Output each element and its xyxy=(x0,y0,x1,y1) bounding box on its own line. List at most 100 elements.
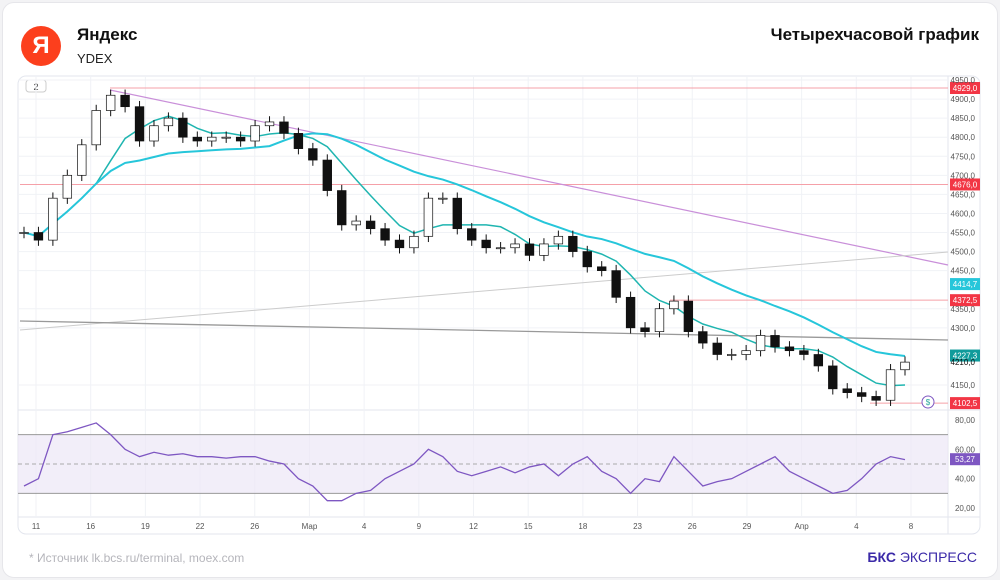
price-level-badge xyxy=(950,397,980,410)
price-tick: 4550,0 xyxy=(951,229,976,238)
candle xyxy=(625,296,636,329)
price-level-label: 4929,0 xyxy=(953,84,978,93)
candle xyxy=(683,300,694,332)
candle xyxy=(380,228,390,241)
trendline-grey xyxy=(19,320,949,341)
x-tick: Апр xyxy=(795,522,810,531)
svg-text:$: $ xyxy=(926,398,931,407)
x-tick: 15 xyxy=(524,522,533,531)
candle xyxy=(322,159,332,191)
candle xyxy=(654,308,665,332)
x-tick: 8 xyxy=(909,522,914,531)
rsi-value: 53,27 xyxy=(955,455,976,464)
candle xyxy=(192,136,202,142)
candle xyxy=(293,133,304,149)
brand-bold: БКС xyxy=(867,549,896,565)
x-tick: 4 xyxy=(362,522,367,531)
candle xyxy=(467,228,477,241)
candle xyxy=(568,235,578,252)
candle xyxy=(308,148,318,161)
candle xyxy=(856,392,867,397)
price-tick: 4950,0 xyxy=(951,76,976,85)
candle xyxy=(553,235,564,245)
candle xyxy=(495,247,506,250)
candle xyxy=(120,94,130,108)
price-tick: 4150,0 xyxy=(951,381,976,390)
price-tick: 4450,0 xyxy=(951,267,976,276)
brand-rest: ЭКСПРЕСС xyxy=(899,549,977,565)
candle xyxy=(669,300,679,310)
candle xyxy=(799,350,809,355)
rsi-tick: 60,00 xyxy=(955,445,976,454)
x-tick: Мар xyxy=(302,522,318,531)
x-tick: 29 xyxy=(742,522,751,531)
x-tick: 12 xyxy=(469,522,478,531)
candle xyxy=(828,365,838,390)
price-tick: 4600,0 xyxy=(951,209,976,218)
candle xyxy=(337,190,347,226)
price-tick: 4750,0 xyxy=(951,152,976,161)
company-name: Яндекс xyxy=(77,25,138,44)
source-note: * Источник lk.bcs.ru/terminal, moex.com xyxy=(29,551,245,565)
price-tick: 4800,0 xyxy=(951,133,976,142)
candle xyxy=(365,220,376,230)
candle xyxy=(250,125,260,142)
ma-label: 4414,7 xyxy=(953,280,978,289)
candle xyxy=(134,106,145,142)
candle xyxy=(279,121,289,134)
x-tick: 16 xyxy=(86,522,95,531)
rsi-line xyxy=(23,422,906,502)
candle xyxy=(149,125,159,142)
ma-badge xyxy=(950,278,980,291)
x-tick: 26 xyxy=(250,522,259,531)
x-tick: 23 xyxy=(633,522,642,531)
candle xyxy=(163,117,174,127)
candle xyxy=(871,396,881,401)
candle xyxy=(48,197,58,241)
rsi-tick: 80,00 xyxy=(955,416,976,425)
price-tick: 4650,0 xyxy=(951,190,976,199)
candle xyxy=(784,346,795,352)
candle xyxy=(813,354,824,367)
candle xyxy=(91,110,101,146)
price-level-badge xyxy=(950,178,980,191)
trendline-resistance xyxy=(109,89,949,266)
dividend-icon[interactable] xyxy=(921,395,935,409)
price-level-label: 4102,5 xyxy=(953,399,978,408)
trendline-support xyxy=(19,251,949,331)
candle xyxy=(178,117,188,138)
candle xyxy=(640,327,650,332)
x-tick: 26 xyxy=(688,522,697,531)
candle xyxy=(755,335,766,352)
rsi-tick: 20,00 xyxy=(955,504,976,513)
candle xyxy=(264,121,275,127)
candle xyxy=(842,388,852,393)
price-tick: 4500,0 xyxy=(951,248,976,257)
candle xyxy=(900,361,910,371)
x-tick: 4 xyxy=(854,522,859,531)
candle xyxy=(33,232,44,241)
candle xyxy=(409,235,419,249)
candle xyxy=(524,243,535,256)
candle xyxy=(235,136,246,142)
candle xyxy=(423,197,434,237)
candle xyxy=(712,342,722,355)
candle xyxy=(510,243,520,249)
candle xyxy=(221,136,231,139)
price-level-badge xyxy=(950,82,980,95)
candle xyxy=(727,354,737,356)
candle xyxy=(452,197,462,230)
price-tick: 4850,0 xyxy=(951,114,976,123)
price-level-label: 4676,0 xyxy=(953,180,978,189)
candle xyxy=(481,239,491,249)
ticker: YDEX xyxy=(77,51,113,66)
ma-badge xyxy=(950,349,980,362)
x-tick: 11 xyxy=(32,522,41,531)
candle xyxy=(207,136,217,142)
candle xyxy=(597,266,607,271)
ma-label: 4227,3 xyxy=(953,352,978,361)
candle xyxy=(611,270,621,298)
chart-title: Четырехчасовой график xyxy=(770,25,979,44)
candle xyxy=(885,369,896,401)
